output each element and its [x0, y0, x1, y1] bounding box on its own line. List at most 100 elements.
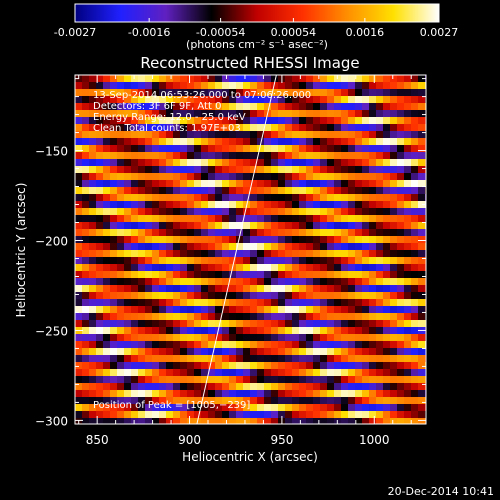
heatmap-cell: [334, 89, 342, 97]
heatmap-cell: [194, 278, 202, 286]
heatmap-cell: [411, 173, 419, 181]
heatmap-cell: [110, 166, 118, 174]
heatmap-cell: [138, 89, 146, 97]
heatmap-cell: [229, 82, 237, 90]
heatmap-cell: [299, 348, 307, 356]
heatmap-cell: [243, 418, 251, 424]
heatmap-cell: [383, 222, 391, 230]
heatmap-cell: [257, 320, 265, 328]
heatmap-cell: [362, 362, 370, 370]
heatmap-cell: [96, 75, 104, 83]
heatmap-cell: [201, 390, 209, 398]
heatmap-cell: [278, 89, 286, 97]
heatmap-cell: [236, 145, 244, 153]
heatmap-cell: [271, 355, 279, 363]
heatmap-cell: [404, 110, 412, 118]
heatmap-cell: [194, 397, 202, 405]
heatmap-cell: [236, 299, 244, 307]
heatmap-cell: [411, 103, 419, 111]
heatmap-cell: [194, 117, 202, 125]
heatmap-cell: [180, 341, 188, 349]
heatmap-cell: [166, 320, 174, 328]
heatmap-cell: [320, 215, 328, 223]
heatmap-cell: [159, 173, 167, 181]
heatmap-cell: [320, 110, 328, 118]
heatmap-cell: [292, 201, 300, 209]
heatmap-cell: [376, 264, 384, 272]
heatmap-cell: [355, 208, 363, 216]
heatmap-cell: [390, 75, 398, 83]
heatmap-cell: [166, 390, 174, 398]
heatmap-cell: [96, 194, 104, 202]
heatmap-cell: [236, 292, 244, 300]
heatmap-cell: [348, 250, 356, 258]
heatmap-cell: [201, 117, 209, 125]
heatmap-cell: [152, 194, 160, 202]
heatmap-cell: [117, 285, 125, 293]
heatmap-cell: [173, 278, 181, 286]
heatmap-cell: [229, 390, 237, 398]
heatmap-cell: [173, 355, 181, 363]
heatmap-cell: [180, 152, 188, 160]
heatmap-cell: [131, 250, 139, 258]
heatmap-cell: [271, 278, 279, 286]
heatmap-cell: [355, 187, 363, 195]
heatmap-cell: [397, 376, 405, 384]
heatmap-cell: [236, 103, 244, 111]
heatmap-cell: [138, 306, 146, 314]
heatmap-cell: [327, 348, 335, 356]
heatmap-cell: [138, 215, 146, 223]
heatmap-cell: [173, 117, 181, 125]
heatmap-cell: [285, 292, 293, 300]
heatmap-cell: [369, 376, 377, 384]
heatmap-cell: [124, 138, 132, 146]
heatmap-cell: [194, 173, 202, 181]
heatmap-cell: [404, 124, 412, 132]
heatmap-cell: [327, 222, 335, 230]
heatmap-cell: [292, 117, 300, 125]
heatmap-cell: [194, 215, 202, 223]
heatmap-cell: [264, 124, 272, 132]
heatmap-cell: [180, 131, 188, 139]
heatmap-cell: [376, 208, 384, 216]
heatmap-cell: [264, 180, 272, 188]
heatmap-cell: [103, 418, 111, 424]
heatmap-cell: [313, 278, 321, 286]
heatmap-cell: [222, 117, 230, 125]
heatmap-cell: [208, 250, 216, 258]
heatmap-cell: [215, 187, 223, 195]
heatmap-cell: [201, 320, 209, 328]
heatmap-cell: [145, 222, 153, 230]
heatmap-cell: [82, 194, 90, 202]
heatmap-cell: [369, 278, 377, 286]
heatmap-cell: [306, 187, 314, 195]
heatmap-cell: [131, 418, 139, 424]
heatmap-cell: [222, 327, 230, 335]
heatmap-cell: [145, 369, 153, 377]
heatmap-cell: [229, 152, 237, 160]
heatmap-cell: [138, 131, 146, 139]
heatmap-cell: [348, 222, 356, 230]
heatmap-cell: [306, 215, 314, 223]
heatmap-cell: [187, 145, 195, 153]
heatmap-cell: [369, 187, 377, 195]
heatmap-cell: [369, 341, 377, 349]
heatmap-cell: [96, 222, 104, 230]
heatmap-cell: [194, 229, 202, 237]
heatmap-cell: [250, 222, 258, 230]
heatmap-cell: [327, 327, 335, 335]
heatmap-cell: [348, 292, 356, 300]
heatmap-cell: [397, 313, 405, 321]
heatmap-cell: [292, 271, 300, 279]
heatmap-cell: [383, 201, 391, 209]
heatmap-cell: [411, 110, 419, 118]
heatmap-cell: [348, 194, 356, 202]
heatmap-cell: [418, 320, 426, 328]
heatmap-cell: [390, 201, 398, 209]
colorbar: -0.0027 -0.0016 -0.00054 0.00054 0.0016 0.002…: [54, 3, 458, 51]
heatmap-cell: [306, 313, 314, 321]
heatmap-cell: [313, 96, 321, 104]
heatmap-cell: [103, 243, 111, 251]
heatmap-cell: [404, 82, 412, 90]
heatmap-cell: [327, 250, 335, 258]
